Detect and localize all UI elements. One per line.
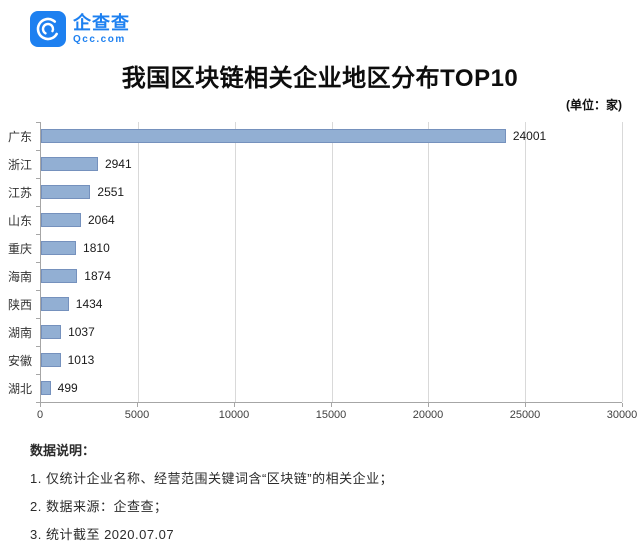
x-tick-label: 25000 — [509, 409, 541, 421]
y-tick-mark — [36, 234, 40, 235]
bar-value-label: 24001 — [512, 129, 547, 143]
bar-value-label: 1013 — [67, 353, 95, 367]
gridline — [234, 122, 236, 402]
category-label: 安徽 — [8, 353, 33, 368]
x-tick-mark — [137, 403, 138, 407]
gridline — [622, 122, 623, 402]
y-tick-mark — [36, 122, 40, 123]
category-label: 海南 — [8, 269, 33, 284]
note-item: 1. 仅统计企业名称、经营范围关键词含“区块链”的相关企业； — [30, 471, 394, 486]
y-tick-mark — [36, 346, 40, 347]
category-label: 湖北 — [8, 381, 33, 396]
y-axis-labels: 广东浙江江苏山东重庆海南陕西湖南安徽湖北 — [0, 122, 33, 402]
logo-domain: Qcc.com — [73, 33, 126, 45]
y-tick-mark — [36, 262, 40, 263]
category-label: 广东 — [8, 129, 33, 144]
bar-山东 — [41, 213, 81, 227]
x-tick-mark — [428, 403, 429, 407]
gridline — [525, 122, 527, 402]
bar-广东 — [41, 129, 506, 143]
plot-area: 24001 2941 2551 2064 1810 1874 1434 1037 1013 499 — [40, 122, 623, 402]
y-tick-mark — [36, 150, 40, 151]
category-label: 陕西 — [8, 297, 33, 312]
x-tick-label: 30000 — [606, 409, 638, 421]
y-tick-mark — [36, 290, 40, 291]
y-tick-mark — [36, 178, 40, 179]
bar-江苏 — [41, 185, 91, 199]
x-axis: 0 5000 10000 15000 20000 25000 30000 — [36, 402, 637, 425]
bar-安徽 — [41, 353, 61, 367]
x-tick-mark — [525, 403, 526, 407]
category-label: 山东 — [8, 213, 33, 228]
y-tick-mark — [36, 206, 40, 207]
x-tick-mark — [234, 403, 235, 407]
bar-value-label: 2551 — [97, 185, 125, 199]
notes-heading: 数据说明： — [30, 443, 96, 458]
category-label: 浙江 — [8, 157, 33, 172]
y-axis-ticks — [36, 122, 40, 403]
x-tick-label: 15000 — [315, 409, 347, 421]
bar-value-label: 2941 — [104, 157, 132, 171]
gridline — [428, 122, 430, 402]
note-item: 2. 数据来源：企查查； — [30, 499, 168, 514]
bar-row: 24001 — [41, 122, 622, 150]
plot-wrap: 广东浙江江苏山东重庆海南陕西湖南安徽湖北 24001 2941 2551 2064 18… — [0, 122, 623, 403]
note-item: 3. 统计截至 2020.07.07 — [30, 527, 175, 542]
data-notes: 数据说明： 1. 仅统计企业名称、经营范围关键词含“区块链”的相关企业； 2. … — [30, 440, 393, 552]
unit-label: (单位：家) — [566, 98, 622, 112]
bar-rows: 24001 2941 2551 2064 1810 1874 1434 1037 1013 499 — [41, 122, 622, 402]
bar-row: 2551 — [41, 178, 622, 206]
y-tick-mark — [36, 402, 40, 403]
bar-row: 2064 — [41, 206, 622, 234]
qcc-logo-icon — [30, 11, 66, 47]
bar-value-label: 2064 — [87, 213, 115, 227]
bar-value-label: 1874 — [84, 269, 111, 283]
x-tick-mark — [622, 403, 623, 407]
bar-湖北 — [41, 381, 51, 395]
bar-row: 1013 — [41, 346, 622, 374]
bar-重庆 — [41, 241, 77, 255]
category-label: 重庆 — [8, 241, 33, 256]
bar-row: 1037 — [41, 318, 622, 346]
category-label: 湖南 — [8, 325, 33, 340]
bar-陕西 — [41, 297, 69, 311]
y-tick-mark — [36, 318, 40, 319]
bar-湖南 — [41, 325, 62, 339]
y-tick-mark — [36, 374, 40, 375]
logo-name: 企查查 — [73, 12, 130, 33]
bar-value-label: 1037 — [68, 325, 95, 339]
bar-海南 — [41, 269, 78, 283]
brand-header: 企查查 Qcc.com — [30, 11, 130, 47]
x-tick-label: 10000 — [218, 409, 250, 421]
bar-chart: 广东浙江江苏山东重庆海南陕西湖南安徽湖北 24001 2941 2551 2064 18… — [0, 122, 637, 425]
gridline — [137, 122, 139, 402]
bar-row: 1810 — [41, 234, 622, 262]
bar-row: 499 — [41, 374, 622, 402]
bar-row: 1434 — [41, 290, 622, 318]
bar-row: 1874 — [41, 262, 622, 290]
page-title: 我国区块链相关企业地区分布TOP10 — [121, 65, 519, 92]
category-label: 江苏 — [8, 185, 33, 200]
x-tick-mark — [331, 403, 332, 407]
x-tick-label: 20000 — [412, 409, 444, 421]
bar-value-label: 1810 — [83, 241, 110, 255]
y-axis: 广东浙江江苏山东重庆海南陕西湖南安徽湖北 — [0, 122, 40, 403]
bar-row: 2941 — [41, 150, 622, 178]
x-tick-mark — [40, 403, 41, 407]
x-tick-label: 0 — [36, 409, 44, 421]
bar-value-label: 1434 — [75, 297, 103, 311]
bar-浙江 — [41, 157, 98, 171]
gridline — [331, 122, 333, 402]
x-tick-label: 5000 — [124, 409, 150, 421]
logo-text: 企查查 Qcc.com — [73, 14, 130, 45]
bar-value-label: 499 — [57, 381, 78, 395]
